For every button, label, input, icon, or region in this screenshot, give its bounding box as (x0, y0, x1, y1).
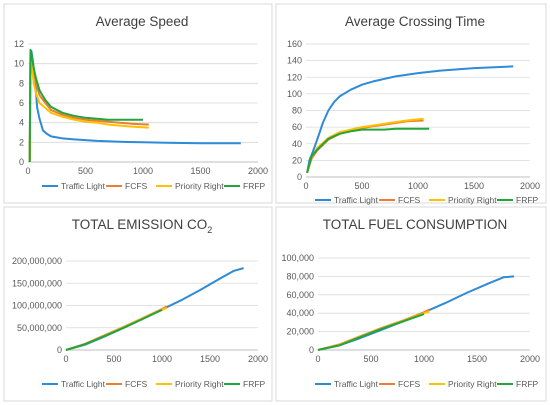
average-speed-title-text: Average Speed (96, 14, 189, 29)
total-fuel-consumption-chart: TOTAL FUEL CONSUMPTION 0 20,000 40,000 60,00… (275, 206, 547, 402)
total-emission-co2-title-text: TOTAL EMISSION CO (72, 217, 208, 232)
total-fuel-consumption-legend-label-traffic-light: Traffic Light (334, 379, 379, 389)
average-speed-series-priority-right (28, 57, 149, 163)
total-fuel-consumption-panel-border (275, 206, 547, 402)
total-fuel-consumption-legend-label-fcfs: FCFS (398, 379, 421, 389)
average-crossing-time-chart: Average Crossing Time 0 20 40 60 80 100 120 140 1… (275, 3, 547, 205)
total-emission-co2-y-tick-label: 150,000,000 (12, 278, 62, 288)
average-speed-x-tick-label: 2000 (248, 166, 268, 176)
average-crossing-time-y-tick-label: 0 (297, 172, 302, 182)
total-emission-co2-panel-border (3, 206, 273, 402)
total-fuel-consumption-legend-label-frfp: FRFP (516, 379, 539, 389)
average-crossing-time-y-tick-label: 100 (287, 89, 302, 99)
total-emission-co2-x-tick-label: 500 (106, 354, 121, 364)
total-emission-co2-title: TOTAL EMISSION CO2 (72, 217, 213, 235)
average-crossing-time-y-tick-label: 60 (292, 122, 302, 132)
average-crossing-time-y-tick-label: 20 (292, 155, 302, 165)
total-emission-co2-x-tick-label: 1500 (200, 354, 220, 364)
average-crossing-time-y-tick-label: 80 (292, 106, 302, 116)
total-emission-co2-chart: TOTAL EMISSION CO2 0 50,000,000 100,000,000… (3, 206, 273, 402)
average-crossing-time-series-frfp (306, 127, 430, 174)
total-emission-co2-series-frfp (65, 308, 163, 351)
average-speed-legend-label-frfp: FRFP (243, 181, 266, 191)
total-emission-co2-legend-label-fcfs: FCFS (125, 379, 148, 389)
average-speed-x-tick-label: 500 (78, 166, 93, 176)
average-crossing-time-title-text: Average Crossing Time (345, 14, 485, 29)
total-emission-co2-y-tick-label: 200,000,000 (12, 256, 62, 266)
average-crossing-time-y-tick-label: 40 (292, 139, 302, 149)
average-speed-legend-label-priority-right: Priority Right (175, 181, 224, 191)
total-fuel-consumption-x-tick-label: 500 (363, 354, 378, 364)
total-fuel-consumption-y-tick-label: 60,000 (286, 290, 314, 300)
total-emission-co2-legend-label-traffic-light: Traffic Light (61, 379, 106, 389)
average-crossing-time-legend-label-traffic-light: Traffic Light (334, 195, 379, 205)
total-fuel-consumption-x-tick-label: 0 (315, 354, 320, 364)
average-speed-y-tick-label: 0 (19, 157, 24, 167)
total-fuel-consumption-x-tick-label: 2000 (520, 354, 540, 364)
average-crossing-time-legend-label-fcfs: FCFS (398, 195, 421, 205)
total-emission-co2-x-tick-label: 2000 (248, 354, 268, 364)
average-crossing-time-legend-label-priority-right: Priority Right (448, 195, 497, 205)
total-emission-co2-x-tick-label: 0 (63, 354, 68, 364)
average-speed-y-tick-label: 12 (14, 39, 24, 49)
total-fuel-consumption-y-tick-label: 0 (309, 345, 314, 355)
total-emission-co2-y-tick-label: 100,000,000 (12, 301, 62, 311)
total-fuel-consumption-legend-label-priority-right: Priority Right (448, 379, 497, 389)
average-crossing-time-y-tick-label: 120 (287, 72, 302, 82)
average-crossing-time-x-tick-label: 500 (354, 181, 369, 191)
total-emission-co2-title-subscript: 2 (207, 225, 212, 235)
average-speed-y-tick-label: 8 (19, 78, 24, 88)
average-speed-y-tick-label: 2 (19, 137, 24, 147)
total-fuel-consumption-x-tick-label: 1000 (414, 354, 434, 364)
total-fuel-consumption-y-tick-label: 80,000 (286, 271, 314, 281)
total-emission-co2-y-tick-label: 0 (57, 345, 62, 355)
average-speed-y-tick-label: 10 (14, 59, 24, 69)
total-fuel-consumption-y-tick-label: 20,000 (286, 327, 314, 337)
average-crossing-time-series-traffic-light (306, 65, 514, 173)
average-crossing-time-title: Average Crossing Time (345, 14, 485, 29)
total-fuel-consumption-y-tick-label: 100,000 (281, 253, 314, 263)
total-fuel-consumption-y-tick-label: 40,000 (286, 308, 314, 318)
total-fuel-consumption-title-text: TOTAL FUEL CONSUMPTION (323, 217, 508, 232)
average-crossing-time-x-tick-label: 0 (303, 181, 308, 191)
average-crossing-time-legend-label-frfp: FRFP (516, 195, 539, 205)
average-speed-legend-label-traffic-light: Traffic Light (61, 181, 106, 191)
total-fuel-consumption-title: TOTAL FUEL CONSUMPTION (323, 217, 508, 232)
average-crossing-time-y-tick-label: 160 (287, 39, 302, 49)
average-speed-x-tick-label: 0 (25, 166, 30, 176)
average-crossing-time-panel-border (275, 3, 547, 204)
average-crossing-time-y-tick-label: 140 (287, 56, 302, 66)
total-fuel-consumption-x-tick-label: 1500 (467, 354, 487, 364)
total-emission-co2-legend-label-priority-right: Priority Right (175, 379, 224, 389)
average-crossing-time-x-tick-label: 1000 (408, 181, 428, 191)
total-emission-co2-y-tick-label: 50,000,000 (17, 323, 62, 333)
total-emission-co2-legend-label-frfp: FRFP (243, 379, 266, 389)
average-speed-legend-label-fcfs: FCFS (125, 181, 148, 191)
average-speed-x-tick-label: 1500 (190, 166, 210, 176)
average-speed-series-frfp (28, 48, 143, 163)
average-speed-chart: Average Speed 0 2 4 6 8 10 12 0 500 1000 1500 2000 Tr… (3, 3, 273, 204)
average-crossing-time-x-tick-label: 2000 (520, 181, 540, 191)
average-speed-title: Average Speed (96, 14, 189, 29)
total-fuel-consumption-series-frfp (317, 313, 425, 351)
average-speed-y-tick-label: 4 (19, 118, 24, 128)
average-speed-x-tick-label: 1000 (133, 166, 153, 176)
average-speed-y-tick-label: 6 (19, 98, 24, 108)
average-crossing-time-x-tick-label: 1500 (464, 181, 484, 191)
total-emission-co2-x-tick-label: 1000 (152, 354, 172, 364)
